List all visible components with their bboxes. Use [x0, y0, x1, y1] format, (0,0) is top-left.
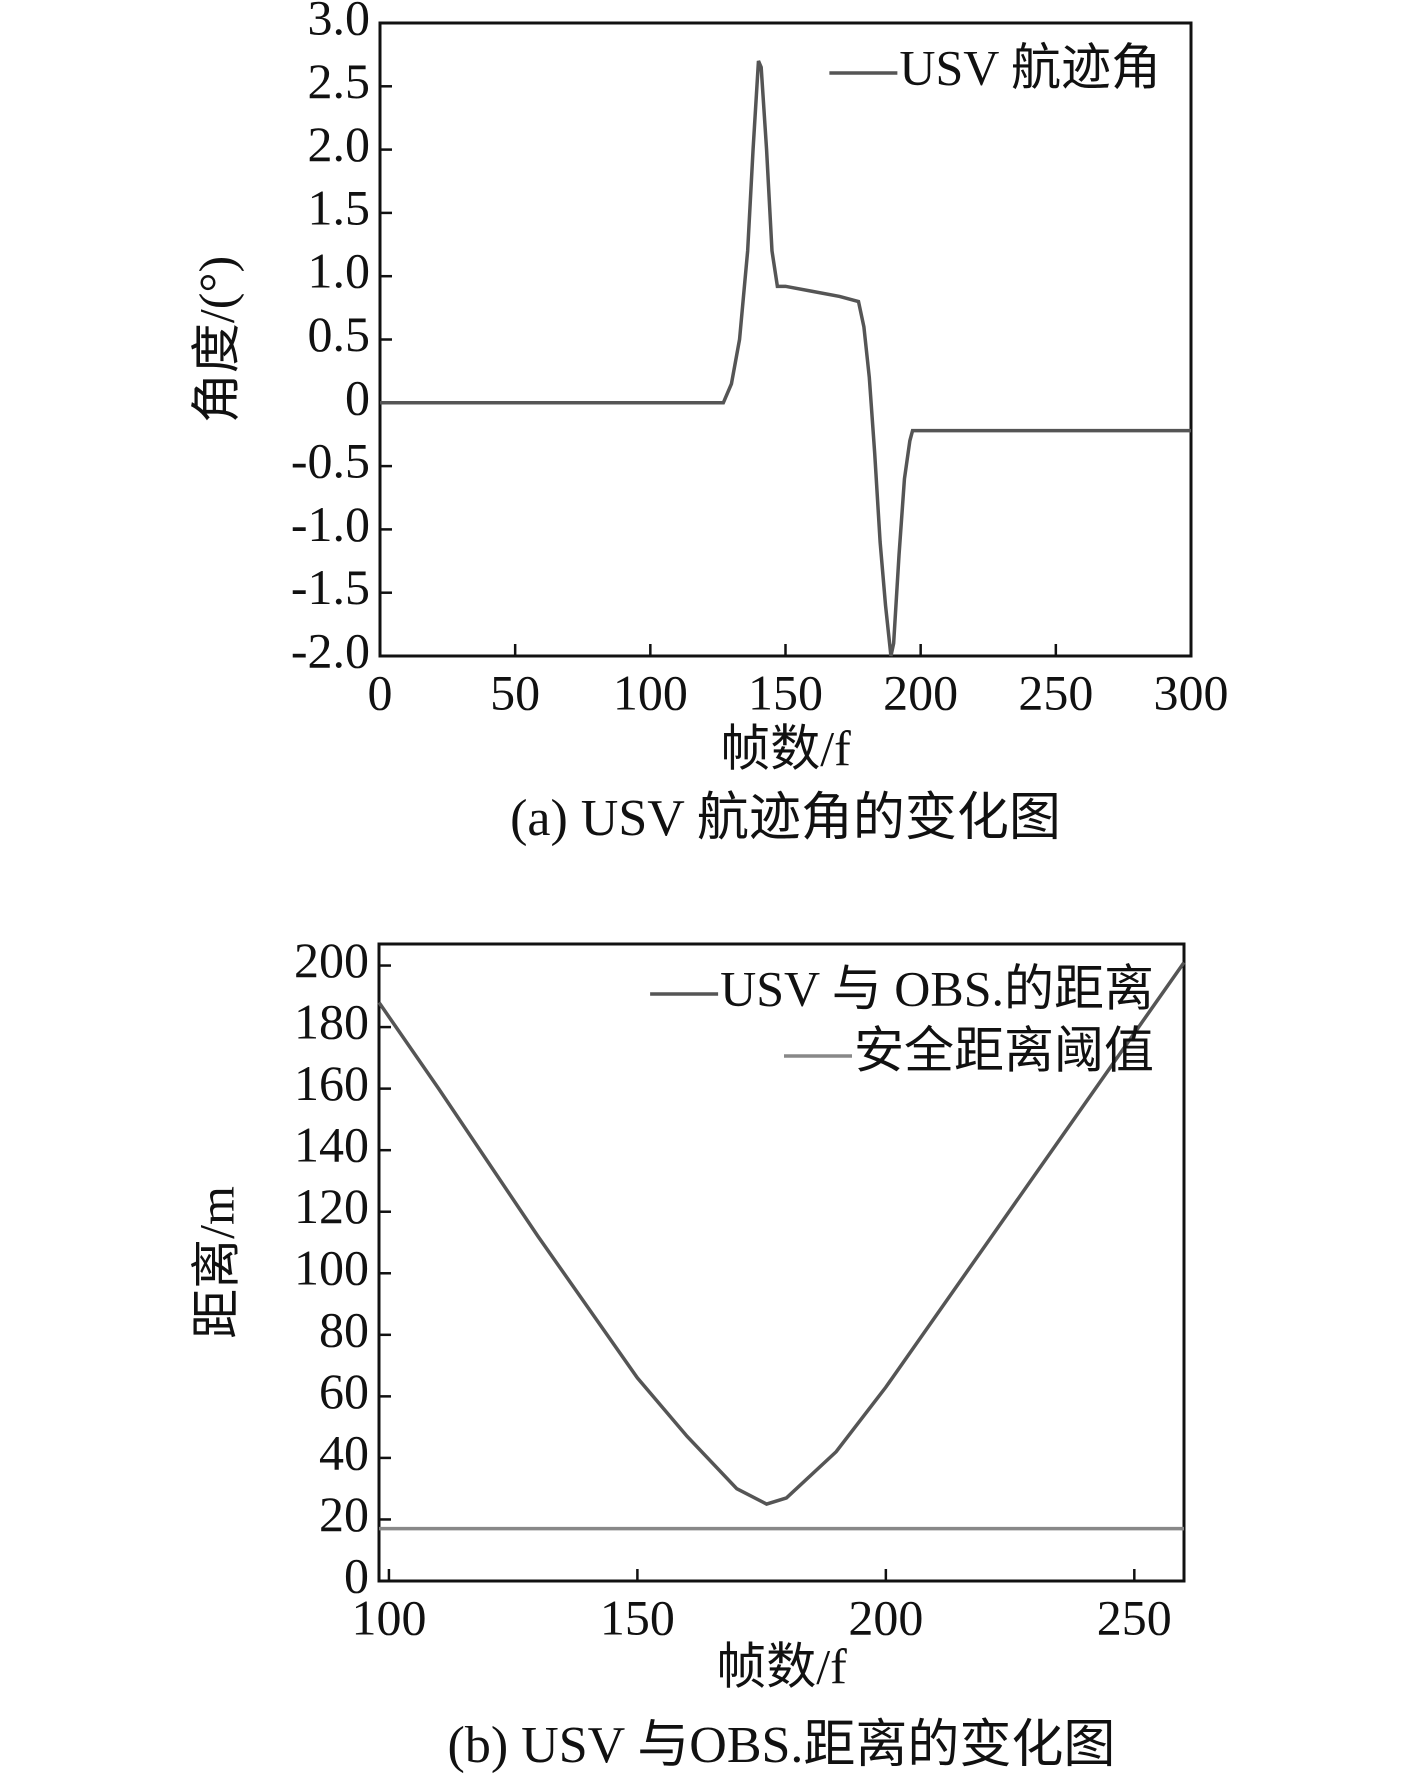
- x-tick-label: 200: [883, 664, 958, 720]
- y-tick-label: 40: [319, 1424, 369, 1480]
- y-tick-label: -1.0: [291, 496, 370, 552]
- plot-frame: [377, 942, 1186, 1583]
- y-tick-label: 100: [294, 1240, 369, 1296]
- x-tick-label: 250: [1018, 664, 1093, 720]
- x-tick-label: 150: [600, 1589, 675, 1645]
- data-line: [377, 961, 1186, 1506]
- y-tick-label: 160: [294, 1055, 369, 1111]
- y-tick-label: 60: [319, 1363, 369, 1419]
- legend-label: USV 航迹角: [899, 39, 1161, 95]
- x-axis-label: 帧数/f: [720, 720, 851, 776]
- y-tick-label: 0: [345, 369, 370, 425]
- y-tick-label: 1.5: [308, 179, 371, 235]
- x-tick-label: 300: [1154, 664, 1229, 720]
- x-tick-label: 100: [351, 1589, 426, 1645]
- y-tick-label: -1.5: [291, 559, 370, 615]
- legend-label: 安全距离阈值: [854, 1022, 1154, 1078]
- y-tick-label: 80: [319, 1301, 369, 1357]
- x-tick-label: 0: [368, 664, 393, 720]
- y-tick-label: 120: [294, 1178, 369, 1234]
- y-tick-label: -0.5: [291, 433, 370, 489]
- y-axis-label: 角度/(°): [188, 256, 244, 423]
- y-tick-label: 2.5: [308, 53, 371, 109]
- y-tick-label: 0: [344, 1547, 369, 1603]
- x-tick-label: 50: [490, 664, 540, 720]
- legend-label: USV 与 OBS.的距离: [720, 960, 1154, 1016]
- plot-frame: [378, 21, 1193, 658]
- y-tick-label: 180: [294, 994, 369, 1050]
- x-tick-label: 250: [1097, 1589, 1172, 1645]
- caption: (b) USV 与OBS.距离的变化图: [448, 1717, 1116, 1774]
- caption: (a) USV 航迹角的变化图: [510, 790, 1061, 847]
- data-line: [380, 60, 1191, 657]
- y-tick-label: 1.0: [308, 243, 371, 299]
- y-tick-label: 0.5: [308, 306, 371, 362]
- y-tick-label: 3.0: [308, 0, 371, 45]
- y-tick-label: -2.0: [291, 622, 370, 678]
- x-tick-label: 200: [848, 1589, 923, 1645]
- y-tick-label: 2.0: [308, 116, 371, 172]
- x-axis-label: 帧数/f: [716, 1638, 847, 1694]
- x-tick-label: 100: [613, 664, 688, 720]
- y-tick-label: 200: [294, 932, 369, 988]
- y-axis-label: 距离/m: [188, 1186, 244, 1339]
- x-tick-label: 150: [748, 664, 823, 720]
- y-tick-label: 20: [319, 1486, 369, 1542]
- y-tick-label: 140: [294, 1117, 369, 1173]
